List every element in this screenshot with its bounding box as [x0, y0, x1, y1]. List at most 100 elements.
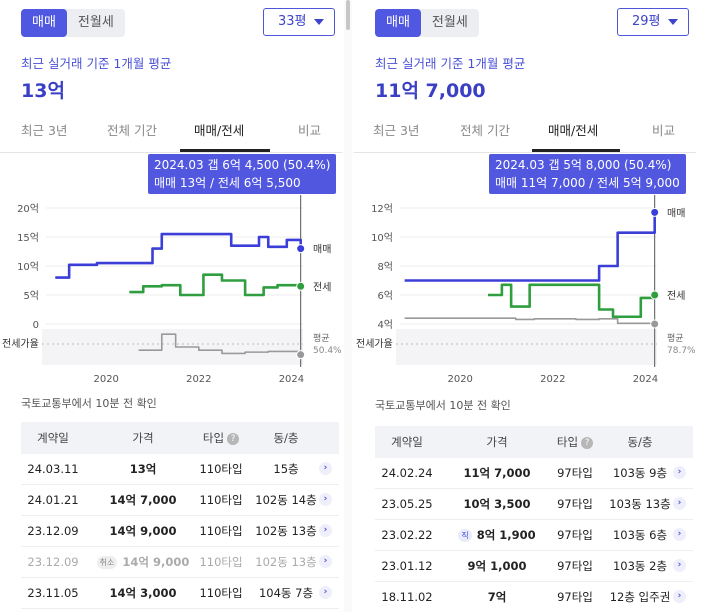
sale-series-end-point	[650, 207, 660, 217]
area-select[interactable]: 33평	[263, 8, 335, 36]
jeonse-series-end-point	[650, 290, 660, 300]
help-icon[interactable]: ?	[581, 436, 594, 449]
ratio-value-label: 78.7%	[667, 346, 696, 356]
chevron-right-icon[interactable]: ›	[673, 466, 686, 479]
table-row[interactable]: 23.05.25 10억 3,500 97타입 103동 13층 ›	[375, 489, 693, 520]
deal-floor: 15층	[273, 462, 299, 476]
ratio-axis-label: 전세가율	[356, 338, 393, 350]
ratio-value-label: 50.4%	[313, 346, 342, 356]
col-type: 타입?	[195, 422, 247, 454]
table-header: 계약일 가격 타입? 동/층	[375, 426, 693, 458]
deal-price-value: 14억 9,000	[122, 555, 190, 569]
deal-floor: 103동 13층	[609, 497, 671, 511]
rent-toggle-button[interactable]: 전월세	[431, 15, 468, 30]
tab-compare[interactable]: 비교	[298, 123, 322, 138]
deal-toggle: 매매 전월세	[375, 9, 479, 37]
y-tick-label: 12억	[371, 203, 393, 215]
col-date: 계약일	[37, 431, 69, 445]
deal-price: 10억 3,500	[443, 489, 551, 519]
avg-subtitle: 최근 실거래 기준 1개월 평균	[375, 56, 526, 71]
tab-all-period[interactable]: 전체 기간	[107, 123, 157, 138]
deal-date: 23.12.09	[27, 524, 79, 538]
chevron-right-icon[interactable]: ›	[319, 493, 332, 506]
chevron-right-icon[interactable]: ›	[673, 528, 686, 541]
col-price: 가격	[132, 431, 154, 445]
sale-toggle-button[interactable]: 매매	[21, 9, 67, 37]
scrollbar[interactable]	[344, 0, 352, 612]
deal-floor: 102동 14층	[255, 493, 317, 507]
table-row[interactable]: 24.03.11 13억 110타입 15층 ›	[21, 454, 339, 485]
deal-floor: 103동 2층	[612, 559, 668, 573]
table-row[interactable]: 23.02.22 직 8억 1,900 97타입 103동 6층 ›	[375, 520, 693, 551]
direct-deal-badge: 직	[458, 529, 472, 542]
scrollbar-thumb[interactable]	[346, 0, 350, 30]
deal-date: 24.03.11	[27, 462, 79, 476]
chevron-right-icon[interactable]: ›	[319, 555, 332, 568]
source-note: 국토교통부에서 10분 전 확인	[21, 397, 157, 410]
deal-floor: 102동 13층	[255, 555, 317, 569]
help-icon[interactable]: ?	[227, 432, 240, 445]
chart-tooltip: 2024.03 갭 5억 8,000 (50.4%) 매매 11억 7,000 …	[489, 154, 686, 194]
deal-type: 110타입	[199, 586, 243, 600]
x-tick-label: 2020	[93, 374, 118, 385]
deal-price: 7억	[443, 582, 551, 612]
tab-all-period[interactable]: 전체 기간	[460, 123, 510, 138]
chevron-right-icon[interactable]: ›	[673, 497, 686, 510]
deal-price-value: 11억 7,000	[463, 466, 531, 480]
y-tick-label: 15억	[17, 232, 39, 244]
ratio-series-end-point	[650, 319, 660, 329]
chevron-right-icon[interactable]: ›	[319, 586, 332, 599]
sale-toggle-button[interactable]: 매매	[375, 9, 421, 37]
table-row[interactable]: 23.12.09 14억 9,000 110타입 102동 13층 ›	[21, 516, 339, 547]
table-row[interactable]: 23.11.05 14억 3,000 110타입 104동 7층 ›	[21, 578, 339, 609]
deal-date: 23.02.22	[381, 528, 433, 542]
x-tick-label: 2022	[186, 374, 211, 385]
x-tick-label: 2020	[447, 374, 472, 385]
table-row[interactable]: 23.12.09 취소 14억 9,000 110타입 102동 13층 ›	[21, 547, 339, 578]
deal-price-value: 7억	[487, 590, 507, 604]
sale-series-line	[404, 212, 656, 282]
panel-left: 매매 전월세 33평 최근 실거래 기준 1개월 평균 13억 최근 3년 전체…	[0, 0, 342, 612]
chevron-down-icon	[668, 19, 678, 25]
panel-right: 매매 전월세 29평 최근 실거래 기준 1개월 평균 11억 7,000 최근…	[354, 0, 696, 612]
period-tabs: 최근 3년 전체 기간 매매/전세 비교	[0, 114, 342, 153]
sale-series-end-point	[296, 244, 306, 254]
y-tick-label: 5억	[23, 290, 39, 302]
chevron-right-icon[interactable]: ›	[319, 462, 332, 475]
chevron-right-icon[interactable]: ›	[319, 524, 332, 537]
jeonse-series-end-point	[296, 281, 306, 291]
tab-recent-3y[interactable]: 최근 3년	[373, 123, 420, 138]
deal-price: 14억 3,000	[89, 578, 197, 608]
deal-type: 97타입	[557, 497, 593, 511]
deal-date: 23.11.05	[27, 586, 79, 600]
chevron-right-icon[interactable]: ›	[673, 559, 686, 572]
deal-floor: 102동 13층	[255, 524, 317, 538]
tooltip-line2: 매매 11억 7,000 / 전세 5억 9,000	[495, 176, 680, 190]
avg-price: 13억	[21, 80, 65, 102]
deal-type: 97타입	[557, 559, 593, 573]
area-select[interactable]: 29평	[617, 8, 689, 36]
tab-recent-3y[interactable]: 최근 3년	[21, 123, 68, 138]
jeonse-series-line	[129, 273, 302, 297]
tooltip-line1: 2024.03 갭 6억 4,500 (50.4%)	[154, 158, 331, 172]
tab-sale-jeonse[interactable]: 매매/전세	[548, 123, 599, 138]
deal-price-value: 14억 3,000	[109, 586, 177, 600]
table-row[interactable]: 24.02.24 11억 7,000 97타입 103동 9층 ›	[375, 458, 693, 489]
table-row[interactable]: 23.01.12 9억 1,000 97타입 103동 2층 ›	[375, 551, 693, 582]
deal-floor: 103동 9층	[612, 466, 668, 480]
deal-date: 23.05.25	[381, 497, 433, 511]
table-row[interactable]: 24.01.21 14억 7,000 110타입 102동 14층 ›	[21, 485, 339, 516]
rent-toggle-button[interactable]: 전월세	[77, 15, 114, 30]
active-tab-indicator	[532, 149, 620, 152]
deal-price: 14억 7,000	[89, 485, 197, 515]
table-row[interactable]: 18.11.02 7억 97타입 12층 입주권 ›	[375, 582, 693, 612]
tab-sale-jeonse[interactable]: 매매/전세	[194, 123, 245, 138]
tab-compare[interactable]: 비교	[652, 123, 676, 138]
ratio-series-label: 평균	[667, 333, 684, 344]
deal-type: 110타입	[199, 555, 243, 569]
chevron-right-icon[interactable]: ›	[673, 590, 686, 603]
col-type-label: 타입	[556, 435, 579, 449]
sale-series-label: 매매	[313, 244, 331, 256]
